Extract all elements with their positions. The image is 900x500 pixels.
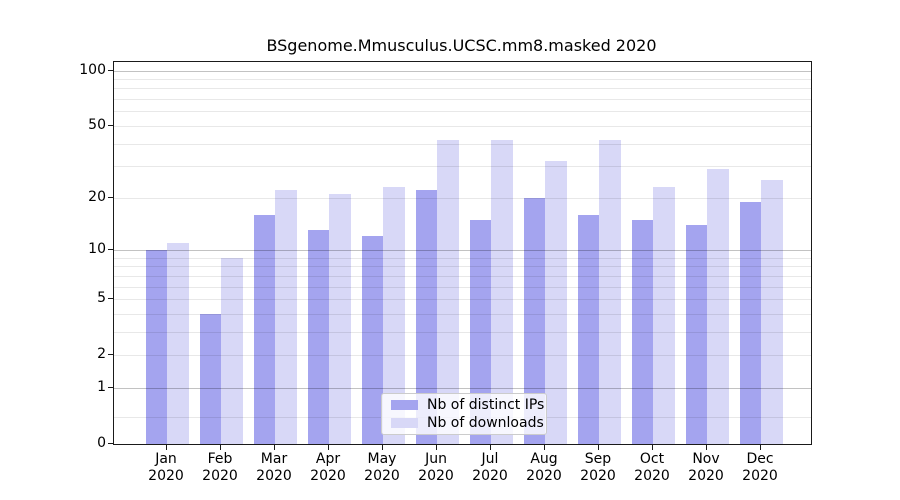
x-tick-mark-aug (544, 444, 545, 450)
legend-item-distinct-ips: Nb of distinct IPs (382, 397, 546, 413)
minor-gridline-9 (114, 257, 811, 259)
major-gridline-1 (114, 387, 811, 389)
minor-gridline-30 (114, 166, 811, 168)
bar-nb-of-distinct-ips-dec (739, 201, 761, 444)
x-tick-label-jul: Jul 2020 (472, 451, 508, 484)
major-gridline-100 (114, 70, 811, 72)
chart-title: BSgenome.Mmusculus.UCSC.mm8.masked 2020 (266, 36, 657, 55)
legend: Nb of distinct IPs Nb of downloads (381, 393, 547, 435)
minor-gridline-50 (114, 125, 811, 127)
x-tick-label-jun: Jun 2020 (418, 451, 454, 484)
bar-nb-of-distinct-ips-jul (469, 219, 491, 444)
minor-gridline-80 (114, 88, 811, 90)
y-tick-mark-50 (108, 124, 113, 126)
y-tick-mark-0 (108, 443, 113, 444)
bar-nb-of-distinct-ips-apr (307, 230, 329, 444)
x-tick-mark-nov (706, 444, 707, 450)
legend-item-downloads: Nb of downloads (382, 415, 546, 431)
x-tick-mark-jul (490, 444, 491, 450)
legend-label-distinct-ips: Nb of distinct IPs (427, 397, 545, 413)
bar-nb-of-downloads-nov (707, 168, 729, 444)
y-tick-label-0: 0 (97, 435, 106, 451)
y-tick-mark-2 (108, 354, 113, 356)
x-tick-label-mar: Mar 2020 (256, 451, 292, 484)
minor-gridline-8 (114, 266, 811, 268)
major-gridline-10 (114, 249, 811, 251)
y-tick-mark-20 (108, 196, 113, 198)
minor-gridline-4 (114, 313, 811, 315)
x-tick-label-dec: Dec 2020 (742, 451, 778, 484)
bar-nb-of-distinct-ips-may (361, 236, 383, 444)
y-tick-label-20: 20 (88, 188, 106, 205)
bar-nb-of-distinct-ips-jan (145, 249, 167, 444)
minor-gridline-70 (114, 99, 811, 101)
minor-gridline-5 (114, 299, 811, 301)
bar-nb-of-downloads-oct (653, 186, 675, 444)
bar-nb-of-distinct-ips-sep (577, 214, 599, 444)
plot-area: Nb of distinct IPs Nb of downloads (113, 61, 812, 445)
bar-nb-of-downloads-feb (221, 257, 243, 444)
x-tick-mark-jun (436, 444, 437, 450)
x-tick-label-sep: Sep 2020 (580, 451, 616, 484)
bar-nb-of-distinct-ips-mar (253, 214, 275, 444)
y-tick-mark-1 (108, 386, 113, 388)
minor-gridline-20 (114, 197, 811, 199)
x-tick-mark-oct (652, 444, 653, 450)
minor-gridline-90 (114, 79, 811, 81)
x-tick-mark-jan (166, 444, 167, 450)
bar-nb-of-downloads-aug (545, 161, 567, 444)
x-tick-mark-mar (274, 444, 275, 450)
legend-label-downloads: Nb of downloads (427, 415, 544, 431)
bar-nb-of-distinct-ips-oct (631, 219, 653, 444)
y-tick-label-100: 100 (79, 61, 106, 78)
y-tick-label-5: 5 (97, 290, 106, 307)
bar-nb-of-downloads-jul (491, 139, 513, 444)
x-tick-label-apr: Apr 2020 (310, 451, 346, 484)
y-tick-mark-5 (108, 298, 113, 300)
x-tick-label-may: May 2020 (364, 451, 400, 484)
x-tick-mark-feb (220, 444, 221, 450)
bar-nb-of-downloads-may (383, 186, 405, 444)
minor-gridline-2 (114, 355, 811, 357)
y-tick-label-1: 1 (97, 378, 106, 395)
x-tick-label-aug: Aug 2020 (526, 451, 562, 484)
y-tick-label-50: 50 (88, 116, 106, 133)
minor-gridline-40 (114, 143, 811, 145)
bar-nb-of-downloads-jun (437, 139, 459, 444)
bar-nb-of-distinct-ips-aug (523, 197, 545, 444)
minor-gridline-6 (114, 286, 811, 288)
bar-nb-of-distinct-ips-jun (415, 190, 437, 444)
x-tick-mark-apr (328, 444, 329, 450)
x-tick-mark-may (382, 444, 383, 450)
minor-gridline-3 (114, 331, 811, 333)
bar-nb-of-distinct-ips-feb (199, 313, 221, 444)
legend-swatch-downloads (391, 418, 418, 428)
y-tick-label-10: 10 (88, 240, 106, 257)
legend-swatch-distinct-ips (391, 400, 418, 410)
bar-nb-of-downloads-mar (275, 190, 297, 444)
minor-gridline-7 (114, 275, 811, 277)
bar-nb-of-downloads-dec (761, 180, 783, 444)
minor-gridline-60 (114, 111, 811, 113)
bar-nb-of-downloads-jan (167, 242, 189, 444)
bar-nb-of-downloads-sep (599, 139, 621, 444)
x-tick-mark-sep (598, 444, 599, 450)
y-tick-mark-100 (108, 69, 113, 71)
bar-nb-of-downloads-apr (329, 193, 351, 444)
x-tick-label-jan: Jan 2020 (148, 451, 184, 484)
x-tick-label-feb: Feb 2020 (202, 451, 238, 484)
y-tick-mark-10 (108, 248, 113, 250)
bar-nb-of-distinct-ips-nov (685, 224, 707, 444)
x-tick-label-nov: Nov 2020 (688, 451, 724, 484)
x-tick-mark-dec (760, 444, 761, 450)
x-tick-label-oct: Oct 2020 (634, 451, 670, 484)
y-tick-label-2: 2 (97, 346, 106, 363)
